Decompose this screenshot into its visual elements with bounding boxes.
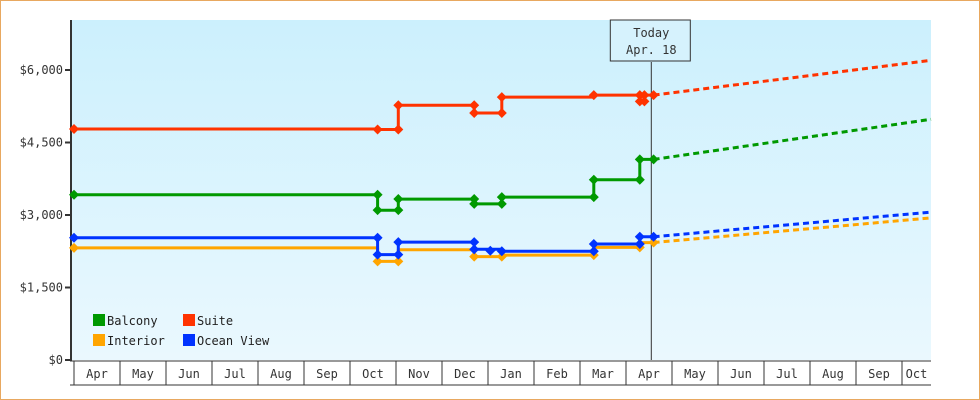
y-tick-label: $4,500 [20, 136, 63, 150]
y-tick-label: $1,500 [20, 281, 63, 295]
data-point-marker [372, 205, 383, 216]
data-point-marker [496, 192, 507, 203]
x-tick-label: Jul [776, 367, 798, 381]
x-tick-label: Oct [906, 367, 928, 381]
data-point-marker [469, 108, 480, 119]
data-point-marker [588, 174, 599, 185]
data-point-marker [588, 192, 599, 203]
data-point-marker [588, 239, 599, 249]
data-point-marker [639, 90, 650, 101]
data-point-marker [69, 242, 79, 253]
legend-label: Balcony [107, 314, 158, 328]
series-balcony [69, 117, 932, 216]
data-point-marker [634, 154, 645, 165]
legend-label: Ocean View [197, 334, 270, 348]
data-point-marker [588, 246, 599, 257]
data-point-marker [393, 237, 404, 248]
series-suite [69, 58, 932, 135]
x-tick-label: Jul [224, 367, 246, 381]
data-point-marker [634, 231, 645, 242]
data-point-marker [469, 237, 480, 248]
data-point-marker [469, 198, 480, 209]
x-tick-label: Feb [546, 367, 568, 381]
legend-swatch [93, 314, 105, 326]
data-point-marker [648, 237, 659, 248]
data-point-marker [648, 90, 659, 101]
today-label: Today [633, 26, 669, 40]
x-tick-label: Nov [408, 367, 430, 381]
data-point-marker [485, 245, 496, 256]
data-point-marker [372, 124, 383, 135]
data-point-marker [69, 232, 79, 243]
x-tick-label: Apr [86, 367, 108, 381]
data-point-marker [469, 244, 480, 255]
data-point-marker [469, 100, 480, 111]
data-point-marker [372, 256, 383, 267]
today-box [609, 19, 691, 62]
y-tick-label: $0 [49, 353, 63, 367]
data-point-marker [634, 174, 645, 185]
data-point-marker [588, 90, 599, 101]
legend-label: Interior [107, 334, 165, 348]
x-tick-label: May [132, 367, 154, 381]
data-point-marker [69, 189, 79, 200]
data-point-marker [372, 232, 383, 243]
data-point-marker [634, 239, 645, 249]
data-point-marker [469, 251, 480, 262]
x-tick-label: Oct [362, 367, 384, 381]
data-point-marker [496, 246, 507, 257]
legend-swatch [183, 314, 195, 326]
x-tick-label: Aug [822, 367, 844, 381]
data-point-marker [372, 189, 383, 200]
x-tick-label: Jan [500, 367, 522, 381]
y-axis: $0 $1,500 $3,000 $4,500 $6,000 [20, 20, 72, 367]
data-point-marker [393, 124, 404, 135]
x-axis: Apr May Jun Jul Aug Sep Oct Nov Dec Jan Feb Mar Apr M… [70, 360, 931, 386]
x-tick-label: Apr [638, 367, 660, 381]
y-tick-label: $3,000 [20, 208, 63, 222]
y-tick-label: $6,000 [20, 63, 63, 77]
plot-area [71, 20, 931, 360]
legend-swatch [93, 334, 105, 346]
x-tick-label: May [684, 367, 706, 381]
x-tick-label: Mar [592, 367, 614, 381]
data-point-marker [372, 249, 383, 260]
data-point-marker [496, 198, 507, 209]
x-tick-label: Dec [454, 367, 476, 381]
legend: Balcony Suite Interior Ocean View [93, 314, 270, 348]
data-point-marker [496, 108, 507, 119]
data-point-marker [648, 154, 659, 165]
data-point-marker [393, 249, 404, 260]
today-marker: Today Apr. 18 [609, 19, 691, 360]
legend-label: Suite [197, 314, 233, 328]
data-point-marker [393, 100, 404, 111]
data-point-marker [648, 231, 659, 242]
today-date: Apr. 18 [626, 43, 677, 57]
x-tick-label: Jun [178, 367, 200, 381]
data-point-marker [393, 205, 404, 216]
data-point-marker [639, 96, 650, 107]
x-tick-label: Sep [868, 367, 890, 381]
series-lines [69, 58, 932, 267]
data-point-marker [496, 92, 507, 103]
data-point-marker [496, 251, 507, 262]
x-tick-label: Aug [270, 367, 292, 381]
x-tick-label: Jun [730, 367, 752, 381]
legend-swatch [183, 334, 195, 346]
x-tick-label: Sep [316, 367, 338, 381]
data-point-marker [69, 123, 79, 134]
data-point-marker [393, 256, 404, 267]
data-point-marker [393, 194, 404, 205]
series-ocean-view [69, 210, 932, 260]
